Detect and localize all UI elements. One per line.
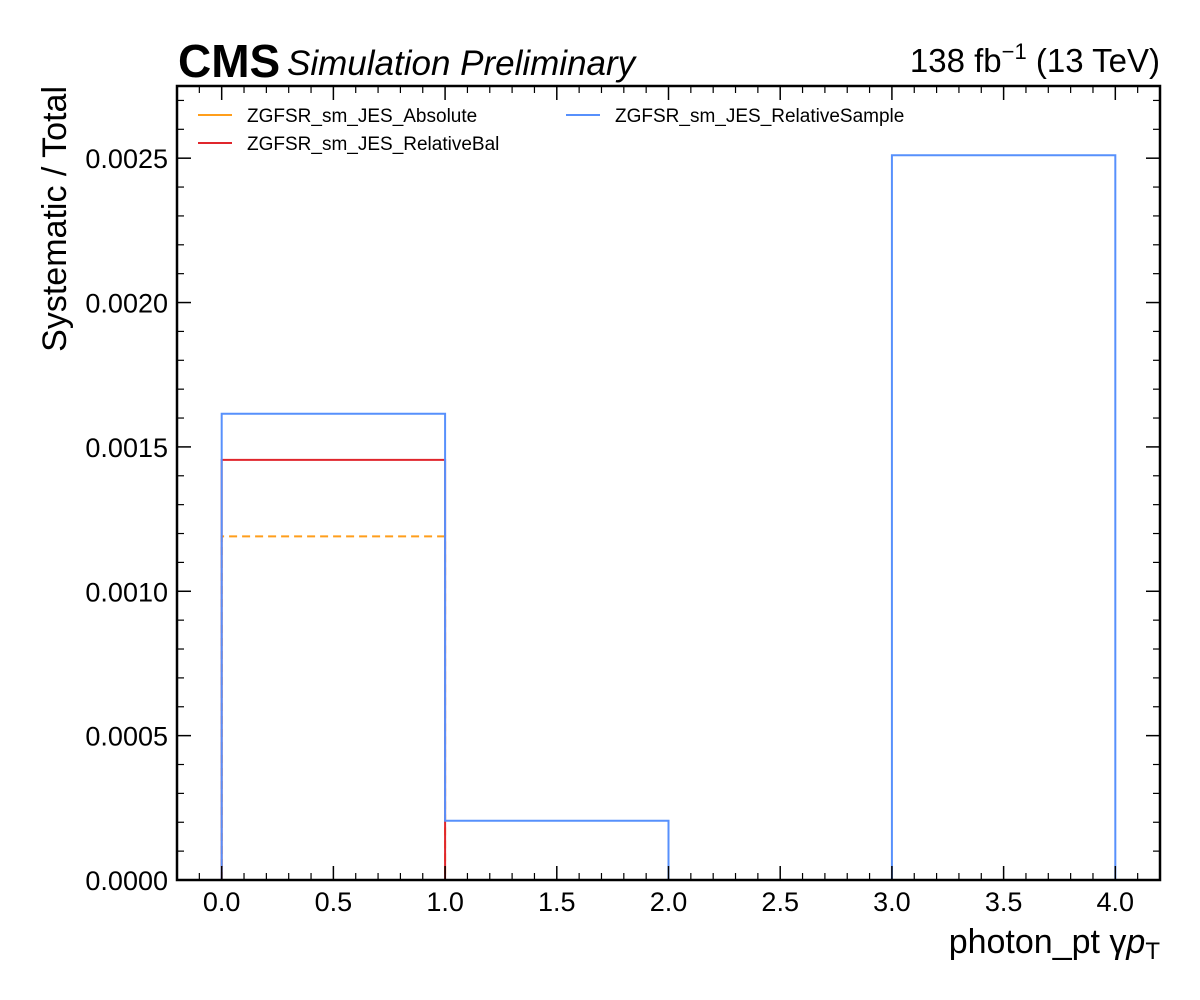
- x-tick-label: 3.5: [985, 887, 1023, 917]
- y-tick-label: 0.0010: [85, 577, 168, 607]
- legend-label-0: ZGFSR_sm_JES_Absolute: [247, 106, 477, 127]
- status-label: Simulation Preliminary: [287, 44, 638, 83]
- legend: ZGFSR_sm_JES_Absolute ZGFSR_sm_JES_Relati…: [198, 106, 904, 155]
- x-tick-label: 0.5: [315, 887, 353, 917]
- x-axis-title-text: photon_pt γ: [949, 923, 1127, 961]
- legend-label-2: ZGFSR_sm_JES_RelativeSample: [615, 106, 904, 127]
- x-tick-label: 2.5: [761, 887, 799, 917]
- series-line-2: [220, 154, 1117, 881]
- x-tick-label: 2.0: [650, 887, 688, 917]
- plot-frame: [175, 84, 1162, 882]
- ticks-layer: 0.0 0.5 1.0 1.5 2.0 2.5 3.0 3.5 4.0 0.0000 0.0005 0…: [85, 86, 1160, 917]
- x-axis-title: photon_pt γpT: [949, 923, 1161, 965]
- lumi-exponent: −1: [1002, 39, 1027, 64]
- y-tick-label: 0.0020: [85, 289, 168, 319]
- series-line-1: [220, 458, 1116, 881]
- series-layer: [220, 154, 1117, 881]
- legend-label-1: ZGFSR_sm_JES_RelativeBal: [247, 134, 499, 155]
- x-axis-title-math: p: [1125, 923, 1145, 961]
- x-tick-label: 1.5: [538, 887, 576, 917]
- lumi-value: 138 fb: [910, 42, 1002, 79]
- x-tick-label: 3.0: [873, 887, 911, 917]
- experiment-label: CMS: [178, 35, 280, 87]
- y-tick-label: 0.0005: [85, 722, 168, 752]
- luminosity-label: 138 fb−1 (13 TeV): [910, 39, 1160, 79]
- y-tick-label: 0.0000: [85, 866, 168, 896]
- y-axis-title: Systematic / Total: [36, 86, 74, 352]
- x-tick-label: 4.0: [1097, 887, 1135, 917]
- x-tick-label: 1.0: [426, 887, 464, 917]
- x-axis-title-sub: T: [1145, 938, 1160, 965]
- x-tick-label: 0.0: [203, 887, 241, 917]
- y-tick-label: 0.0015: [85, 433, 168, 463]
- lumi-energy: (13 TeV): [1036, 42, 1160, 79]
- y-tick-label: 0.0025: [85, 144, 168, 174]
